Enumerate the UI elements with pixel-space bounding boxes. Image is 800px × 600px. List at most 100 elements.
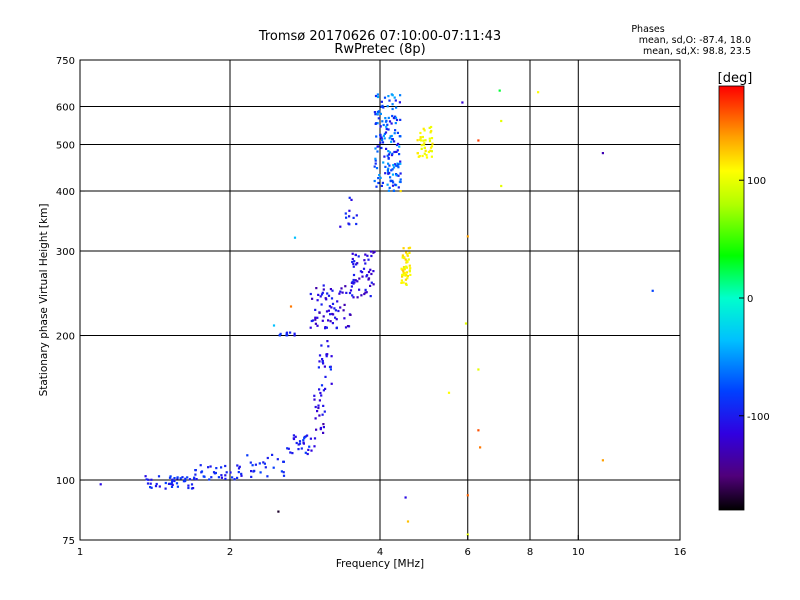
data-points xyxy=(99,89,654,536)
data-point xyxy=(233,478,236,481)
data-point xyxy=(187,486,190,490)
data-point xyxy=(393,96,396,99)
data-point xyxy=(651,289,654,292)
data-point xyxy=(369,250,373,253)
data-point xyxy=(279,332,282,335)
data-point xyxy=(318,414,321,417)
data-point xyxy=(430,137,434,140)
data-point xyxy=(176,485,179,488)
data-point xyxy=(395,150,398,153)
data-point xyxy=(341,291,344,294)
data-point xyxy=(329,320,332,323)
data-point xyxy=(424,149,427,152)
data-point xyxy=(378,174,381,177)
data-point xyxy=(169,475,172,478)
data-point xyxy=(220,476,223,479)
data-point xyxy=(384,165,387,168)
data-point xyxy=(385,127,388,131)
data-point xyxy=(339,290,342,293)
data-point xyxy=(397,166,400,169)
data-point xyxy=(164,481,167,485)
data-point xyxy=(356,262,359,265)
data-point xyxy=(390,134,393,138)
data-point xyxy=(220,474,223,477)
data-point xyxy=(370,272,373,276)
y-tick-label: 750 xyxy=(56,56,75,67)
data-point xyxy=(375,185,378,188)
data-point xyxy=(318,388,321,391)
data-point xyxy=(236,476,239,479)
data-point xyxy=(310,449,313,452)
data-point xyxy=(314,318,317,321)
data-point xyxy=(409,273,412,276)
data-point xyxy=(321,291,324,294)
data-point xyxy=(466,494,469,497)
data-point xyxy=(313,445,316,448)
x-tick-label: 6 xyxy=(465,547,471,558)
data-point xyxy=(335,326,338,329)
data-point xyxy=(399,160,402,163)
data-point xyxy=(362,267,366,270)
data-point xyxy=(406,520,410,523)
data-point xyxy=(348,291,352,295)
data-point xyxy=(326,340,329,343)
x-tick-label: 16 xyxy=(674,547,687,558)
data-point xyxy=(377,177,380,180)
data-point xyxy=(225,471,228,474)
y-tick-label: 300 xyxy=(56,247,75,258)
data-point xyxy=(477,139,480,142)
data-point xyxy=(374,147,377,150)
data-point xyxy=(390,140,393,143)
data-point xyxy=(423,152,426,155)
data-point xyxy=(258,462,261,465)
data-point xyxy=(401,256,404,259)
data-point xyxy=(394,115,397,118)
data-point xyxy=(360,294,363,297)
data-point xyxy=(336,300,339,303)
data-point xyxy=(158,485,161,488)
data-point xyxy=(428,126,431,129)
colorbar-ticks: 100 0 -100 xyxy=(739,176,770,423)
data-point xyxy=(393,150,396,154)
data-point xyxy=(388,99,391,102)
data-point xyxy=(396,131,399,134)
data-point xyxy=(376,95,380,99)
data-point xyxy=(314,322,317,325)
data-point xyxy=(387,150,390,153)
data-point xyxy=(302,442,305,445)
data-point xyxy=(149,486,152,489)
data-point xyxy=(306,434,309,437)
data-point xyxy=(319,391,322,395)
data-point xyxy=(391,138,394,141)
x-tick-label: 8 xyxy=(527,547,533,558)
y-axis-label: Stationary phase Virtual Height [km] xyxy=(38,204,50,397)
data-point xyxy=(278,334,281,337)
data-point xyxy=(313,437,317,440)
data-point xyxy=(282,474,286,477)
data-point xyxy=(259,471,262,474)
data-point xyxy=(391,173,395,176)
data-point xyxy=(323,365,326,368)
data-point xyxy=(395,106,398,109)
data-point xyxy=(387,95,390,98)
data-point xyxy=(157,475,161,478)
data-point xyxy=(369,284,372,287)
data-point xyxy=(325,310,329,313)
data-point xyxy=(342,309,345,312)
data-point xyxy=(224,477,227,480)
data-point xyxy=(406,275,409,278)
data-point xyxy=(419,136,422,139)
data-point xyxy=(429,149,432,152)
data-point xyxy=(389,135,392,138)
colorbar-tick-label: 100 xyxy=(747,176,766,187)
data-point xyxy=(250,475,253,478)
data-point xyxy=(343,317,346,320)
data-point xyxy=(170,481,173,484)
data-point xyxy=(272,324,276,327)
data-point xyxy=(348,215,351,218)
data-point xyxy=(186,476,189,479)
data-point xyxy=(425,154,428,157)
data-point xyxy=(150,486,153,489)
data-point xyxy=(317,406,320,410)
data-point xyxy=(176,476,179,479)
